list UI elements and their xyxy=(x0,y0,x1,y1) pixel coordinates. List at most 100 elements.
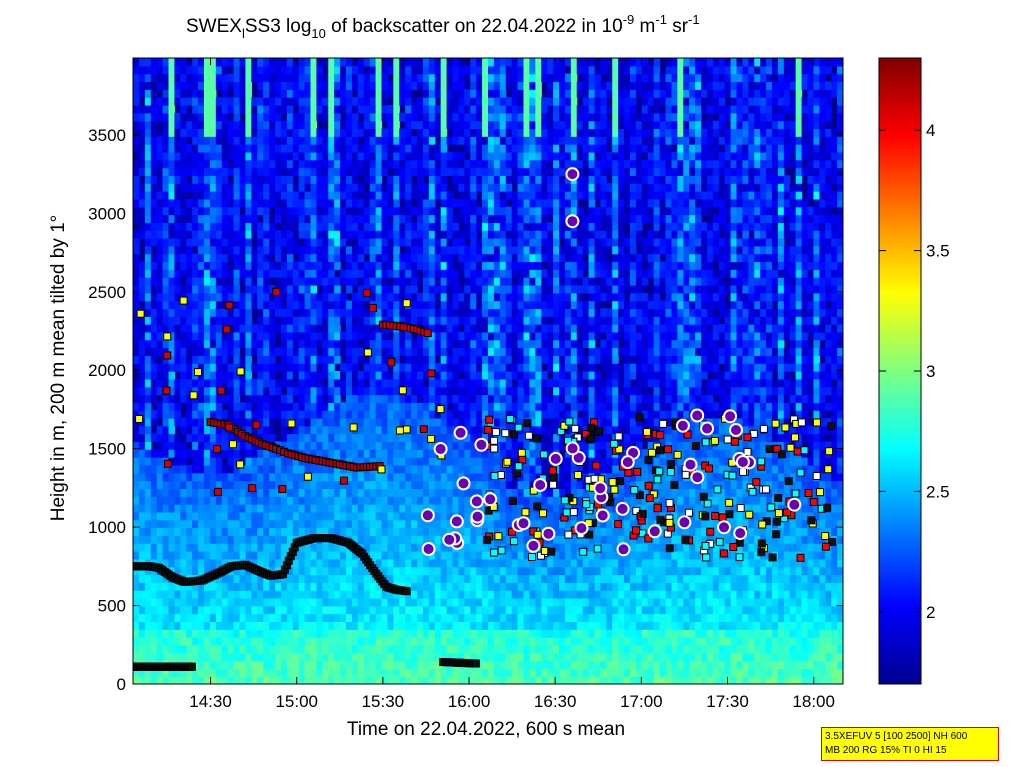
heatmap-cell xyxy=(186,151,193,161)
heatmap-cell xyxy=(428,378,436,388)
heatmap-cell xyxy=(488,621,495,630)
heatmap-cell xyxy=(204,433,211,443)
heatmap-cell xyxy=(328,136,335,145)
heatmap-cell xyxy=(452,89,460,98)
heatmap-cell xyxy=(434,144,442,153)
heatmap-cell xyxy=(292,566,300,576)
heatmap-cell xyxy=(286,371,294,380)
heatmap-cell xyxy=(233,519,241,529)
heatmap-cell xyxy=(346,676,353,684)
heatmap-cell xyxy=(263,198,270,208)
heatmap-cell xyxy=(251,183,258,192)
heatmap-cell xyxy=(446,371,454,380)
heatmap-cell xyxy=(304,175,312,184)
heatmap-cell xyxy=(446,417,454,427)
heatmap-cell xyxy=(168,331,176,341)
heatmap-cell xyxy=(351,574,359,583)
heatmap-cell xyxy=(399,676,406,684)
heatmap-cell xyxy=(464,206,471,216)
heatmap-cell xyxy=(493,566,501,576)
heatmap-cell xyxy=(263,97,270,106)
heatmap-cell xyxy=(399,97,406,106)
heatmap-cell xyxy=(304,363,312,372)
heatmap-cell xyxy=(257,355,264,364)
heatmap-cell xyxy=(446,441,454,450)
heatmap-cell xyxy=(209,558,217,568)
heatmap-cell xyxy=(387,230,394,239)
heatmap-cell xyxy=(452,198,460,208)
heatmap-cell xyxy=(334,214,341,223)
heatmap-cell xyxy=(369,543,377,552)
heatmap-cell xyxy=(180,58,187,67)
heatmap-cell xyxy=(488,660,495,669)
heatmap-cell xyxy=(452,324,460,333)
heatmap-cell xyxy=(499,355,507,364)
heatmap-cell xyxy=(482,464,489,474)
heatmap-cell xyxy=(269,144,276,153)
heatmap-cell xyxy=(440,261,448,270)
heatmap-cell xyxy=(168,410,176,419)
heatmap-cell xyxy=(133,637,140,646)
heatmap-cell xyxy=(304,378,312,388)
heatmap-cell xyxy=(251,73,258,83)
heatmap-cell xyxy=(269,402,276,411)
heatmap-cell xyxy=(322,511,329,521)
heatmap-cell xyxy=(470,308,477,317)
heatmap-cell xyxy=(286,206,294,216)
heatmap-cell xyxy=(144,457,152,466)
heatmap-cell xyxy=(280,230,288,239)
heatmap-cell xyxy=(393,652,400,662)
heatmap-cell xyxy=(162,120,170,130)
heatmap-cell xyxy=(168,433,176,443)
heatmap-cell xyxy=(144,144,152,153)
heatmap-cell xyxy=(304,261,312,270)
heatmap-cell xyxy=(150,112,158,122)
heatmap-cell xyxy=(405,543,412,552)
heatmap-cell xyxy=(280,637,288,646)
heatmap-cell xyxy=(286,245,294,255)
heatmap-cell xyxy=(275,214,282,223)
heatmap-cell xyxy=(192,183,199,192)
heatmap-cell xyxy=(375,488,383,497)
heatmap-cell xyxy=(411,660,418,669)
heatmap-cell xyxy=(275,668,282,677)
heatmap-cell xyxy=(428,97,436,106)
heatmap-cell xyxy=(233,637,241,646)
heatmap-cell xyxy=(357,151,365,161)
heatmap-cell xyxy=(405,222,412,231)
heatmap-cell xyxy=(215,527,223,536)
heatmap-cell xyxy=(499,410,507,419)
heatmap-cell xyxy=(505,676,513,684)
heatmap-cell xyxy=(470,574,477,583)
heatmap-cell xyxy=(399,308,406,317)
heatmap-cell xyxy=(399,558,406,568)
heatmap-cell xyxy=(251,159,258,169)
heatmap-cell xyxy=(133,496,140,505)
heatmap-cell xyxy=(180,613,187,623)
heatmap-cell xyxy=(310,206,318,216)
heatmap-cell xyxy=(493,613,501,623)
heatmap-cell xyxy=(346,347,353,356)
heatmap-cell xyxy=(381,300,389,309)
heatmap-cell xyxy=(340,386,347,396)
heatmap-cell xyxy=(411,394,418,403)
heatmap-cell xyxy=(505,472,513,482)
heatmap-cell xyxy=(162,253,170,263)
heatmap-cell xyxy=(198,504,205,513)
heatmap-cell xyxy=(381,183,389,192)
heatmap-cell xyxy=(162,371,170,380)
heatmap-cell xyxy=(198,191,205,200)
heatmap-cell xyxy=(239,324,247,333)
heatmap-cell xyxy=(381,104,389,114)
heatmap-cell xyxy=(346,230,353,239)
heatmap-cell xyxy=(204,316,211,325)
heatmap-cell xyxy=(257,457,264,466)
heatmap-cell xyxy=(458,347,465,356)
heatmap-cell xyxy=(215,480,223,489)
heatmap-cell xyxy=(257,206,264,216)
heatmap-cell xyxy=(422,660,430,669)
heatmap-cell xyxy=(275,81,282,90)
heatmap-cell xyxy=(292,355,300,364)
heatmap-cell xyxy=(292,613,300,623)
heatmap-cell xyxy=(263,112,270,122)
